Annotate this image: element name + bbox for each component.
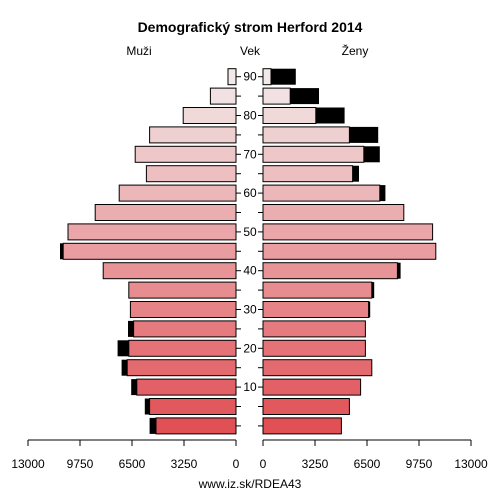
male-surplus-10-14 bbox=[131, 379, 137, 396]
female-bar-80-84 bbox=[262, 107, 317, 124]
male-x-tick-label-0: 13000 bbox=[11, 457, 45, 471]
age-tick-label-20: 20 bbox=[243, 341, 257, 355]
female-bar-45-49 bbox=[262, 242, 437, 260]
female-bar-60-64 bbox=[262, 184, 381, 202]
male-bar-15-19 bbox=[126, 359, 237, 377]
male-surplus-15-19 bbox=[121, 359, 128, 376]
female-bar-55-59 bbox=[262, 204, 405, 221]
female-surplus-90+ bbox=[271, 68, 296, 85]
male-x-tick-label-3: 3250 bbox=[171, 457, 198, 471]
male-bar-80-84 bbox=[182, 107, 237, 124]
age-tick-label-10: 10 bbox=[243, 380, 257, 394]
male-x-tick-label-2: 6500 bbox=[119, 457, 146, 471]
male-surplus-45-49 bbox=[60, 243, 64, 260]
female-bar-85-89 bbox=[262, 87, 291, 105]
male-bar-45-49 bbox=[62, 242, 237, 260]
male-bar-20-24 bbox=[128, 339, 237, 357]
female-bar-35-39 bbox=[262, 281, 373, 299]
female-bar-15-19 bbox=[262, 359, 373, 377]
male-bar-10-14 bbox=[136, 378, 237, 396]
male-bar-35-39 bbox=[128, 281, 237, 299]
male-surplus-25-29 bbox=[128, 320, 134, 337]
male-bar-90+ bbox=[227, 68, 237, 86]
age-tick-label-60: 60 bbox=[243, 186, 257, 200]
male-bar-0-4 bbox=[155, 417, 237, 435]
center-axis-label: Vek bbox=[240, 44, 261, 58]
female-bar-20-24 bbox=[262, 339, 366, 357]
female-bar-10-14 bbox=[262, 378, 362, 396]
male-surplus-20-24 bbox=[117, 340, 129, 357]
female-bar-75-79 bbox=[262, 126, 350, 144]
female-bar-25-29 bbox=[262, 320, 366, 338]
male-x-tick-label-1: 9750 bbox=[67, 457, 94, 471]
female-bar-70-74 bbox=[262, 145, 365, 163]
female-surplus-65-69 bbox=[352, 165, 359, 182]
male-bar-5-9 bbox=[149, 398, 237, 415]
female-x-tick-label-3: 9750 bbox=[406, 457, 433, 471]
male-bar-75-79 bbox=[149, 126, 237, 144]
footer-url: www.iz.sk/RDEA43 bbox=[198, 477, 302, 491]
female-surplus-60-64 bbox=[379, 185, 386, 202]
male-bar-65-69 bbox=[145, 165, 237, 183]
male-surplus-0-4 bbox=[149, 417, 156, 434]
female-bar-0-4 bbox=[262, 417, 342, 435]
male-x-tick-label-4: 0 bbox=[233, 457, 240, 471]
left-series-label: Muži bbox=[126, 44, 151, 58]
age-tick-label-30: 30 bbox=[243, 303, 257, 317]
male-surplus-5-9 bbox=[144, 398, 150, 415]
female-surplus-70-74 bbox=[363, 146, 380, 163]
male-bar-70-74 bbox=[134, 145, 237, 163]
female-x-tick-label-2: 6500 bbox=[354, 457, 381, 471]
right-series-label: Ženy bbox=[342, 43, 369, 58]
age-tick-label-70: 70 bbox=[243, 147, 257, 161]
female-surplus-30-34 bbox=[368, 301, 371, 318]
female-surplus-40-44 bbox=[397, 262, 401, 279]
female-surplus-75-79 bbox=[349, 126, 379, 143]
female-x-tick-label-4: 13000 bbox=[454, 457, 488, 471]
male-bar-85-89 bbox=[209, 87, 237, 105]
age-tick-label-90: 90 bbox=[243, 70, 257, 84]
male-bar-25-29 bbox=[133, 320, 237, 338]
female-bar-50-54 bbox=[262, 223, 434, 241]
female-surplus-85-89 bbox=[290, 88, 319, 105]
female-surplus-35-39 bbox=[371, 282, 375, 299]
age-tick-label-50: 50 bbox=[243, 225, 257, 239]
female-x-tick-label-1: 3250 bbox=[302, 457, 329, 471]
male-bar-50-54 bbox=[67, 223, 237, 241]
male-bar-40-44 bbox=[102, 262, 237, 280]
female-bar-65-69 bbox=[262, 165, 354, 183]
male-bar-60-64 bbox=[118, 184, 237, 202]
female-surplus-80-84 bbox=[315, 107, 345, 124]
age-tick-label-40: 40 bbox=[243, 264, 257, 278]
age-tick-label-80: 80 bbox=[243, 109, 257, 123]
female-bar-5-9 bbox=[262, 398, 350, 415]
female-x-tick-label-0: 0 bbox=[260, 457, 267, 471]
female-bar-30-34 bbox=[262, 301, 370, 318]
female-bar-90+ bbox=[262, 68, 272, 86]
chart-title: Demografický strom Herford 2014 bbox=[138, 19, 363, 35]
male-bar-55-59 bbox=[94, 204, 237, 221]
female-bar-40-44 bbox=[262, 262, 398, 280]
male-bar-30-34 bbox=[129, 301, 237, 318]
